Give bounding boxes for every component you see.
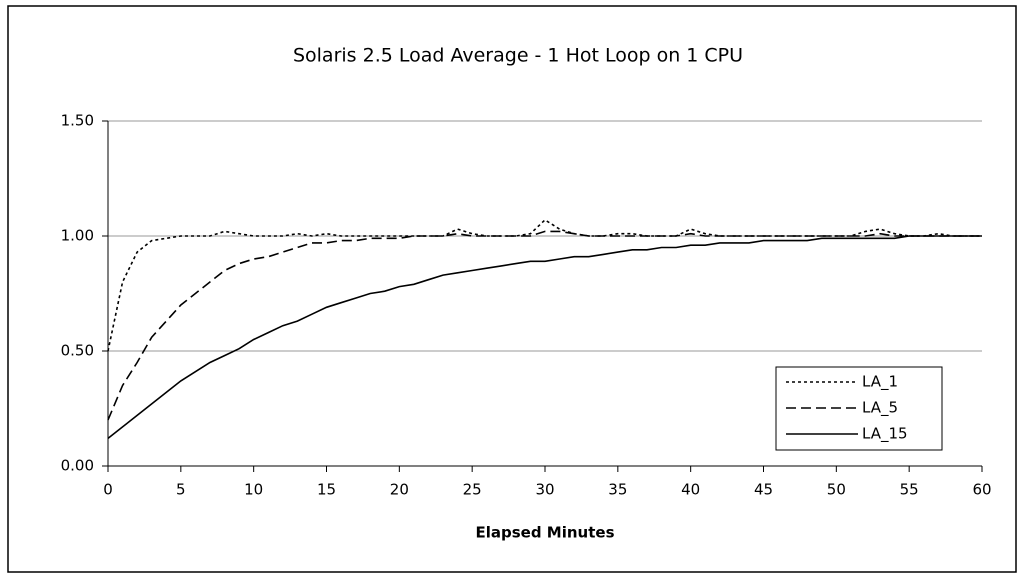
- x-tick-label: 5: [176, 481, 186, 499]
- y-tick-label: 0.50: [61, 342, 94, 360]
- line-series: [107, 235, 982, 440]
- x-tick-label: 35: [608, 481, 627, 499]
- x-tick-label: 40: [681, 481, 700, 499]
- x-tick-label: 20: [390, 481, 409, 499]
- x-tick-label: 45: [754, 481, 773, 499]
- x-tick-label: 10: [244, 481, 263, 499]
- legend-box: [775, 366, 943, 451]
- y-tick-label: 1.50: [61, 112, 94, 130]
- x-tick-label: 30: [535, 481, 554, 499]
- x-tick-label: 25: [463, 481, 482, 499]
- x-tick-label: 55: [900, 481, 919, 499]
- legend-label: LA_1: [862, 373, 898, 392]
- x-axis-title: Elapsed Minutes: [475, 524, 614, 542]
- chart-frame: [7, 5, 1017, 573]
- x-tick-label: 50: [827, 481, 846, 499]
- legend-label: LA_5: [862, 399, 898, 418]
- y-tick-label: 1.00: [61, 227, 94, 245]
- y-tick-label: 0.00: [61, 457, 94, 475]
- x-tick-label: 0: [103, 481, 113, 499]
- chart-title: Solaris 2.5 Load Average - 1 Hot Loop on…: [293, 45, 743, 67]
- legend-label: LA_15: [862, 425, 908, 444]
- x-tick-label: 60: [972, 481, 991, 499]
- x-tick-label: 15: [317, 481, 336, 499]
- line-series: [107, 230, 982, 421]
